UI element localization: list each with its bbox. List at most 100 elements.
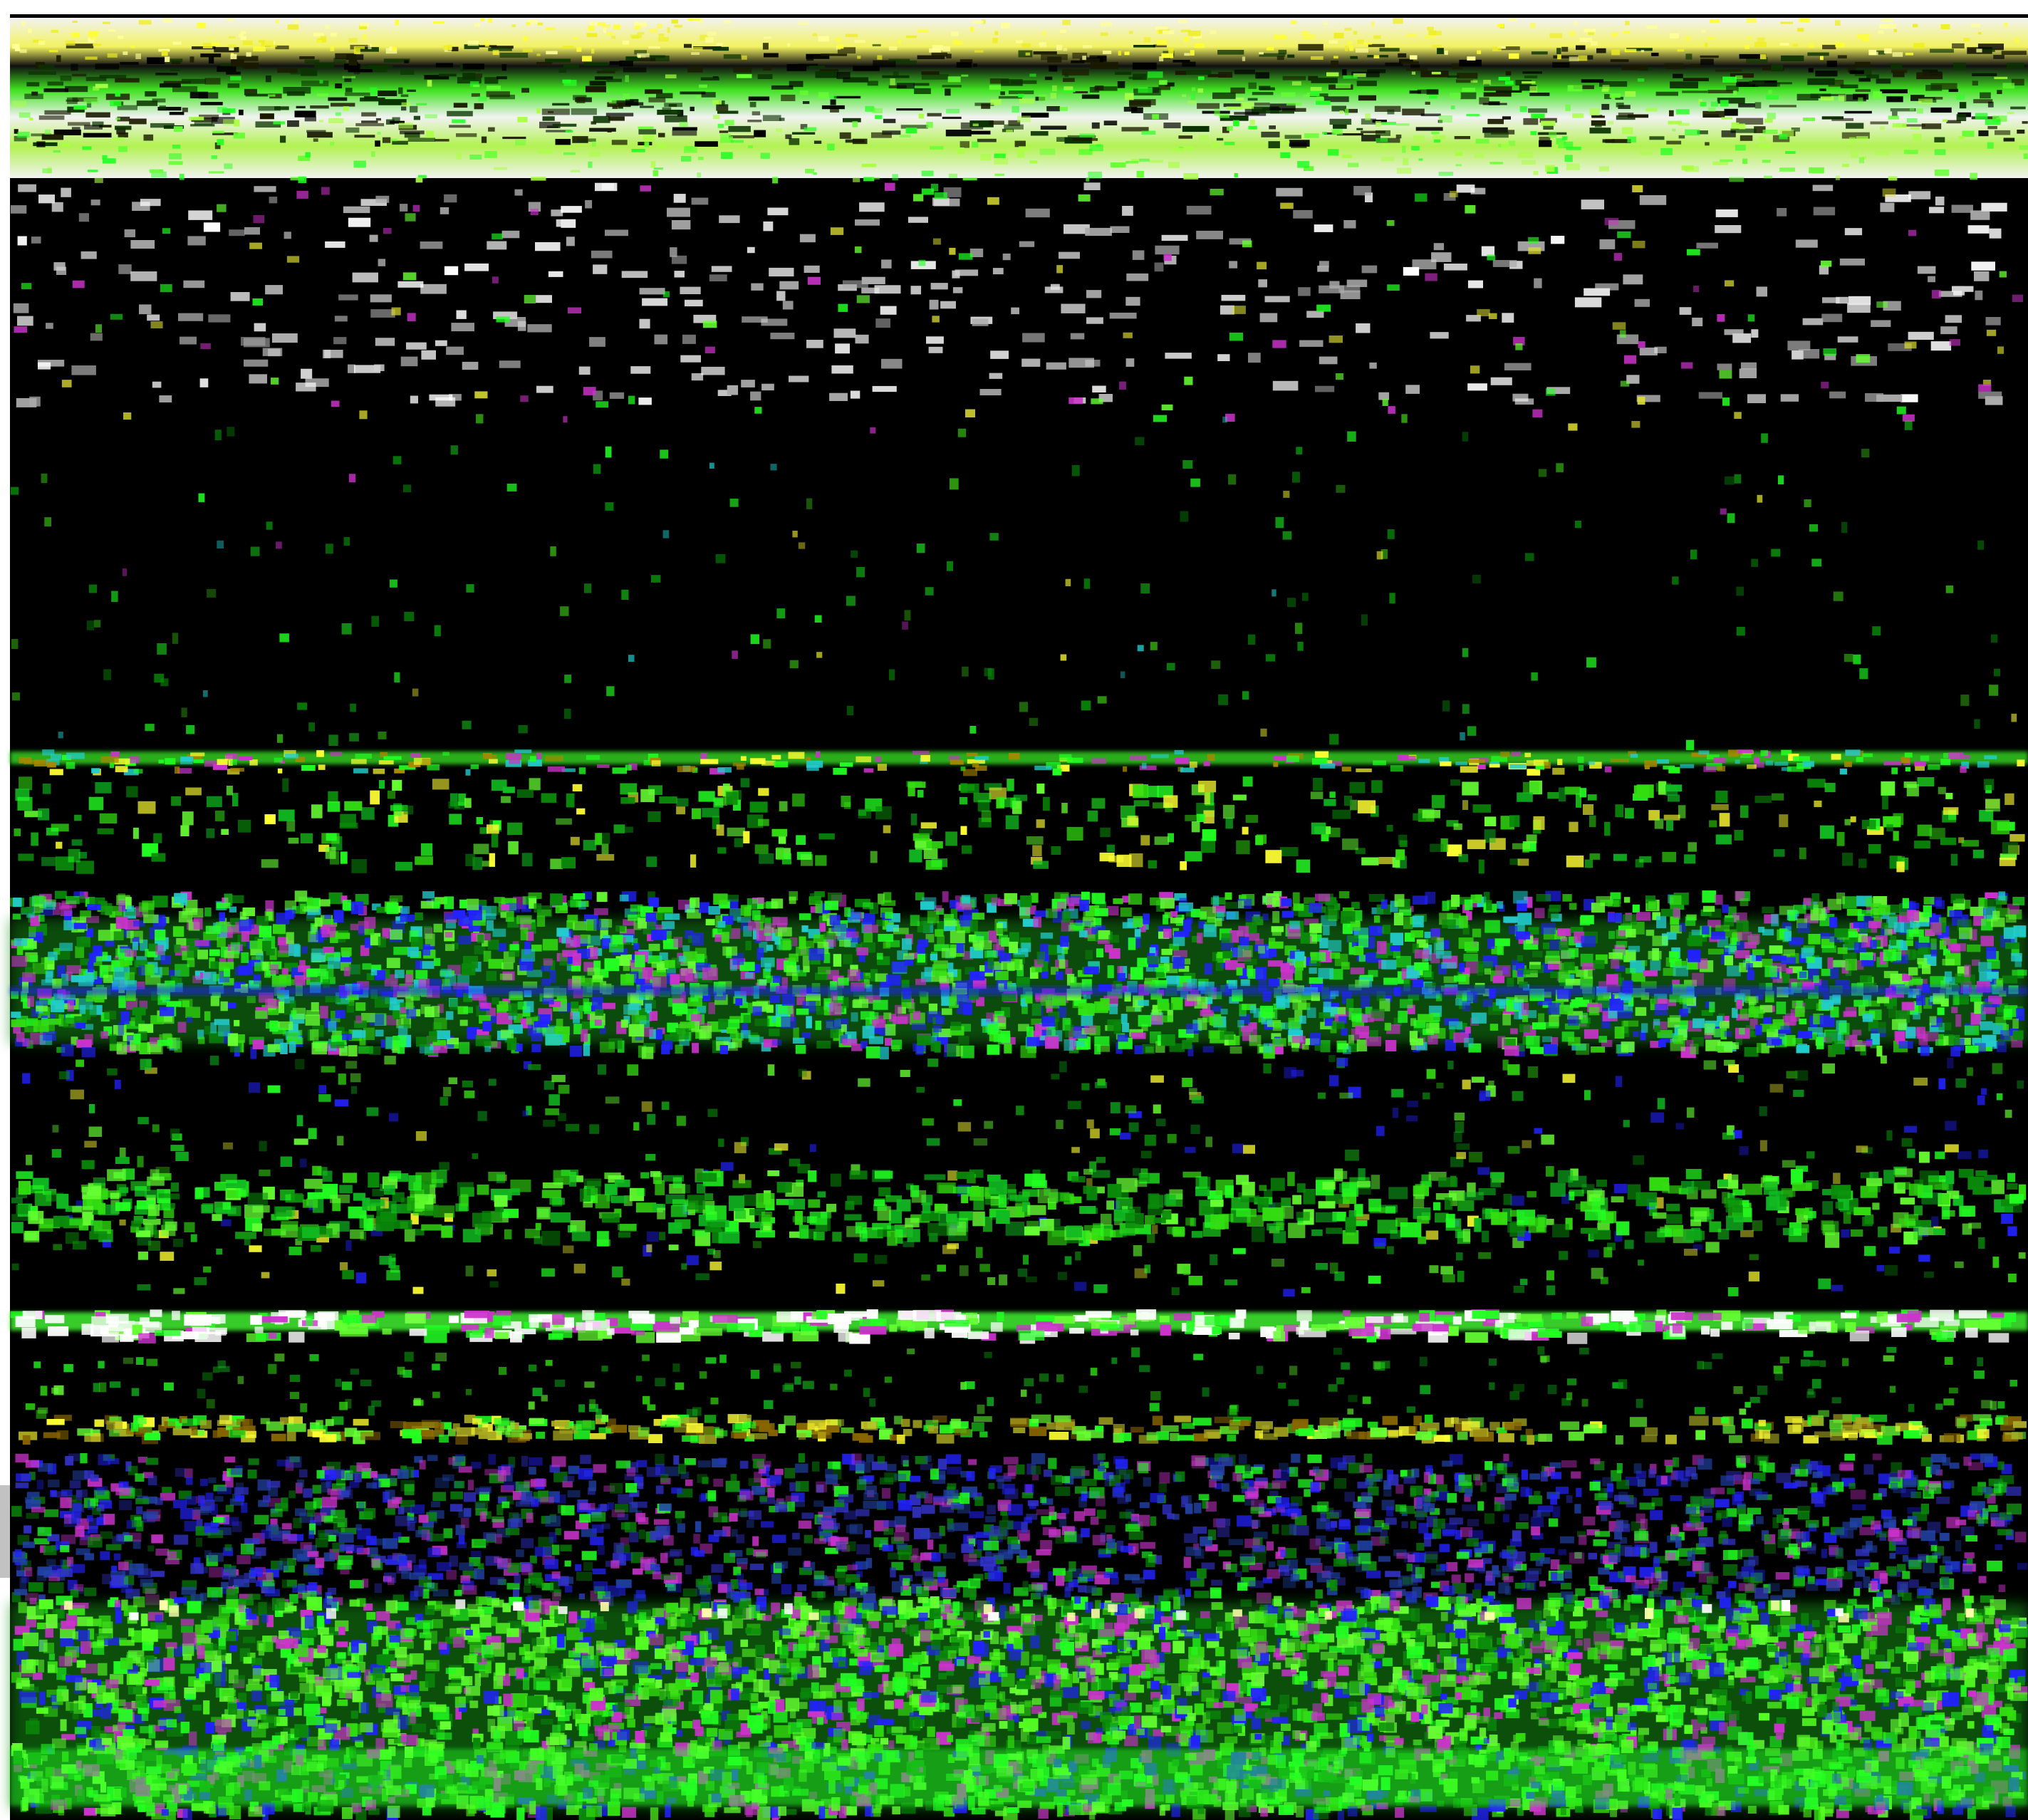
speckle (342, 76, 355, 78)
speckle (1232, 306, 1246, 314)
speckle (1126, 273, 1149, 281)
speckle (276, 912, 290, 925)
speckle (349, 733, 359, 742)
speckle (1635, 1007, 1647, 1016)
speckle (488, 18, 492, 24)
speckle (1519, 106, 1527, 113)
speckle (293, 19, 300, 24)
speckle (1257, 261, 1267, 270)
speckle (1721, 117, 1733, 120)
speckle (1577, 756, 1584, 763)
speckle (945, 831, 957, 846)
speckle (813, 172, 817, 175)
speckle (889, 669, 895, 680)
speckle (204, 78, 221, 85)
speckle (425, 130, 435, 138)
speckle (962, 666, 969, 677)
speckle (1484, 829, 1496, 843)
speckle (1525, 553, 1534, 561)
speckle (638, 129, 657, 135)
speckle (789, 660, 799, 669)
speckle (1306, 1007, 1316, 1018)
speckle (1268, 978, 1280, 987)
speckle (1224, 892, 1232, 900)
speckle (639, 318, 650, 329)
speckle (749, 801, 768, 813)
speckle (818, 36, 829, 42)
speckle (1625, 967, 1636, 974)
speckle (914, 88, 931, 94)
speckle (1715, 790, 1728, 804)
speckle (273, 121, 286, 125)
speckle (906, 35, 917, 38)
speckle (1972, 73, 1997, 76)
speckle (348, 364, 355, 373)
speckle (2007, 112, 2014, 115)
speckle (1199, 135, 1209, 141)
speckle (1240, 979, 1250, 987)
speckle (53, 129, 81, 135)
speckle (1797, 28, 1804, 32)
speckle (969, 248, 984, 257)
speckle (1044, 286, 1064, 293)
speckle (1715, 209, 1738, 217)
speckle (398, 87, 403, 94)
speckle (561, 206, 582, 213)
speckle (1459, 962, 1465, 972)
speckle (1467, 56, 1476, 61)
speckle (397, 281, 424, 288)
speckle (217, 107, 227, 113)
speckle (712, 816, 720, 830)
speckle (1063, 78, 1075, 82)
speckle (1477, 308, 1490, 316)
speckle (1128, 893, 1143, 905)
speckle (2009, 833, 2025, 842)
speckle (1836, 832, 1845, 846)
speckle (1712, 161, 1729, 165)
speckle (1669, 110, 1674, 117)
speckle (1888, 343, 1912, 351)
speckle (1438, 172, 1454, 176)
speckle (1955, 1014, 1962, 1027)
speckle (1438, 115, 1452, 123)
speckle (1062, 19, 1071, 26)
speckle (1455, 79, 1473, 83)
speckle (989, 787, 1007, 800)
speckle (776, 291, 786, 301)
speckle (1410, 55, 1418, 60)
speckle (843, 77, 869, 83)
speckle (833, 95, 861, 99)
speckle (344, 76, 352, 83)
speckle (165, 758, 176, 765)
speckle (554, 1026, 570, 1036)
speckle (1880, 202, 1895, 212)
speckle (108, 28, 116, 32)
speckle (1970, 210, 1990, 220)
speckle (233, 132, 245, 139)
speckle (1556, 48, 1561, 55)
speckle (229, 229, 245, 236)
speckle (1623, 274, 1643, 285)
speckle (885, 182, 895, 191)
speckle (1839, 768, 1847, 775)
speckle (960, 783, 979, 794)
speckle (1142, 1044, 1155, 1054)
speckle (1367, 69, 1386, 73)
speckle (1725, 280, 1735, 287)
speckle (1068, 397, 1083, 405)
speckle (716, 104, 729, 111)
speckle (1428, 1034, 1438, 1045)
speckle (66, 43, 94, 48)
speckle (1252, 92, 1274, 95)
speckle (956, 62, 972, 68)
speckle (605, 229, 628, 236)
speckle (1292, 472, 1300, 483)
speckle (1824, 782, 1836, 793)
speckle (31, 832, 38, 846)
speckle (1218, 694, 1228, 705)
speckle (1868, 843, 1881, 854)
speckle (1336, 373, 1343, 380)
speckle (1553, 55, 1581, 59)
speckle (65, 85, 88, 93)
speckle (1057, 764, 1070, 772)
